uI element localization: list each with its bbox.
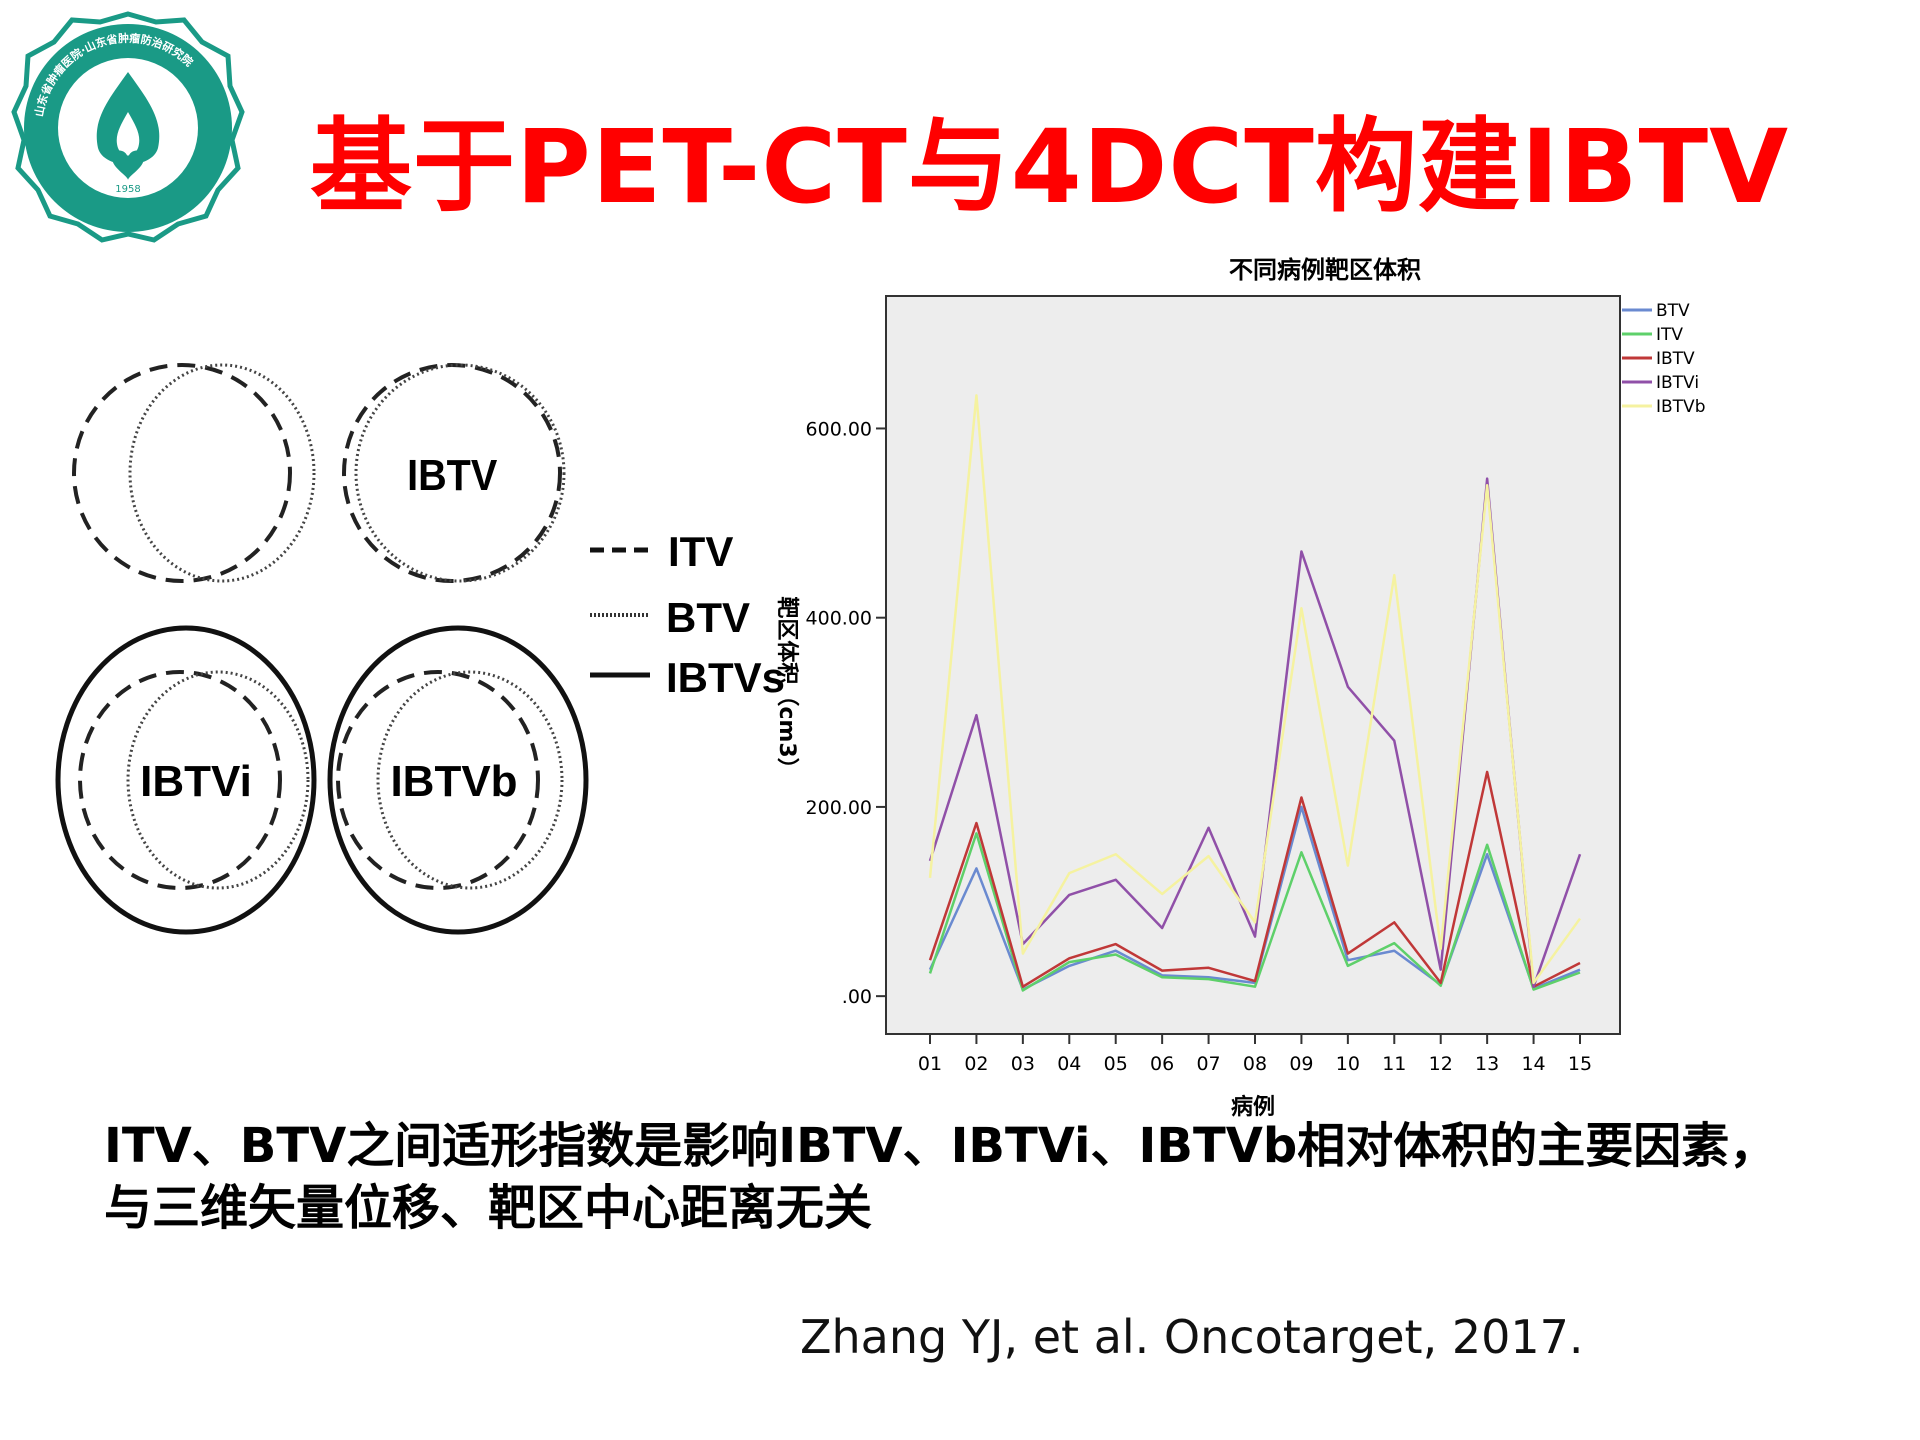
chart-legend: BTV ITV IBTV IBTVi IBTVb: [1622, 301, 1705, 417]
y-axis-label: 靶区体积（cm3）: [774, 596, 799, 779]
legend-label-btv: BTV: [1656, 301, 1690, 321]
hospital-logo: 山东省肿瘤医院·山东省肿瘤防治研究院 1958: [11, 11, 245, 243]
x-tick-label: 10: [1336, 1053, 1360, 1075]
logo-inner-ring: [58, 58, 198, 198]
legend-label-ibtvb: IBTVb: [1656, 397, 1705, 417]
x-tick-label: 04: [1057, 1053, 1081, 1075]
x-tick-label: 15: [1568, 1053, 1592, 1075]
x-tick-label: 01: [918, 1053, 942, 1075]
x-tick-label: 06: [1150, 1053, 1174, 1075]
schematic-legend: ITV BTV IBTVs: [590, 528, 785, 701]
logo-flame-icon: [96, 72, 160, 165]
conclusion-line-1: ITV、BTV之间适形指数是影响IBTV、IBTVi、IBTVb相对体积的主要因…: [104, 1118, 1778, 1174]
schematic-ibtvb: IBTVb: [327, 625, 589, 935]
legend-label-ibtvi: IBTVi: [1656, 373, 1699, 393]
legend-label-itv: ITV: [1656, 325, 1683, 345]
x-axis-label: 病例: [1231, 1094, 1275, 1120]
x-tick-label: 09: [1289, 1053, 1313, 1075]
y-tick-label: 600.00: [806, 418, 872, 440]
legend-label-ibtv: IBTV: [1656, 349, 1695, 369]
legend-itv: ITV: [668, 528, 733, 575]
x-axis: 01 02 03 04 05 06 07 08 09 10 11 12 13 14 15: [918, 1034, 1592, 1075]
schematic-ibtv: IBTV: [342, 363, 566, 583]
label-ibtv: IBTV: [407, 450, 497, 499]
legend-btv: BTV: [666, 594, 750, 641]
schematic-top-left: [72, 363, 316, 583]
y-tick-label: 400.00: [806, 608, 872, 630]
series-line-ibtv: [928, 770, 1581, 988]
label-ibtvb: IBTVb: [390, 757, 517, 806]
x-tick-label: 03: [1011, 1053, 1035, 1075]
citation: Zhang YJ, et al. Oncotarget, 2017.: [800, 1310, 1584, 1364]
conclusion-line-2: 与三维矢量位移、靶区中心距离无关: [104, 1180, 873, 1236]
x-tick-label: 12: [1429, 1053, 1453, 1075]
logo-year: 1958: [115, 184, 140, 195]
y-tick-label: .00: [842, 986, 872, 1008]
x-tick-label: 13: [1475, 1053, 1499, 1075]
x-tick-label: 11: [1382, 1053, 1406, 1075]
plot-area: [885, 295, 1621, 1035]
target-volume-schematic: IBTV IBTVi IBTVb ITV BTV IBTVs: [55, 363, 785, 935]
x-tick-label: 08: [1243, 1053, 1267, 1075]
schematic-ibtvi: IBTVi: [55, 625, 317, 935]
series-line-ibtvb: [928, 394, 1582, 985]
x-tick-label: 14: [1521, 1053, 1545, 1075]
label-ibtvi: IBTVi: [140, 757, 252, 806]
y-tick-label: 200.00: [806, 797, 872, 819]
series-line-itv: [928, 832, 1581, 992]
x-tick-label: 02: [964, 1053, 988, 1075]
conclusion-text: ITV、BTV之间适形指数是影响IBTV、IBTVi、IBTVb相对体积的主要因…: [104, 1115, 1864, 1239]
chart-title: 不同病例靶区体积: [1229, 256, 1421, 284]
logo-heart-icon: [112, 150, 144, 180]
slide-title: 基于PET-CT与4DCT构建IBTV: [310, 108, 1790, 227]
x-tick-label: 07: [1196, 1053, 1220, 1075]
series-lines: [928, 394, 1582, 992]
x-tick-label: 05: [1104, 1053, 1128, 1075]
y-axis: .00 200.00 400.00 600.00: [806, 418, 886, 1008]
legend-ibtvs: IBTVs: [666, 654, 785, 701]
